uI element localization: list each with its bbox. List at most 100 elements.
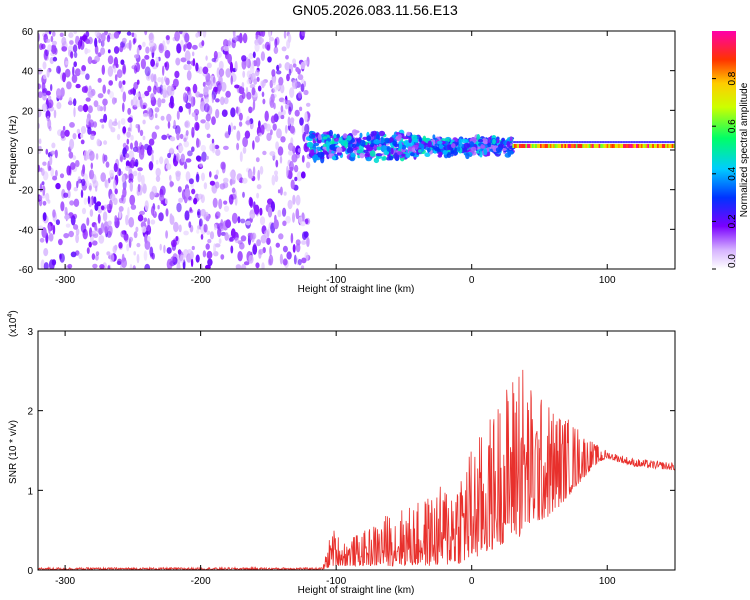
spectrogram-cell: [301, 155, 305, 163]
spectrogram-cell: [192, 83, 198, 94]
spectrogram-cell: [556, 141, 559, 144]
spectrogram-cell: [103, 113, 108, 123]
spectrogram-cell: [262, 98, 266, 105]
spectrogram-cell: [125, 165, 130, 171]
spectrogram-cell: [248, 196, 253, 207]
spectrogram-cell: [73, 224, 79, 230]
spectrogram-cell: [166, 247, 172, 254]
spectrogram-cell: [87, 91, 93, 98]
spectrogram-cell: [336, 147, 343, 153]
spectrogram-cell: [528, 144, 531, 148]
spectrogram-cell: [276, 64, 280, 71]
spectrogram-cell: [605, 141, 608, 144]
spectrogram-cell: [85, 180, 90, 187]
spectrogram-cell: [282, 220, 287, 227]
spectrogram-cell: [410, 152, 415, 157]
spectrogram-cell: [421, 148, 425, 152]
spectrogram-cell: [299, 117, 304, 126]
spectrogram-y-tick-label: 20: [22, 106, 34, 117]
spectrogram-cell: [183, 140, 190, 148]
spectrogram-cell: [613, 141, 616, 144]
spectrogram-cell: [245, 120, 252, 125]
spectrogram-cell: [129, 194, 136, 206]
spectrogram-cell: [167, 121, 171, 129]
spectrogram-cell: [205, 55, 208, 61]
spectrogram-cell: [73, 187, 78, 192]
spectrogram-cell: [118, 206, 124, 212]
spectrogram-cell: [42, 92, 47, 101]
spectrogram-cell: [153, 73, 157, 84]
spectrogram-cell: [214, 144, 220, 150]
spectrogram-cell: [234, 60, 238, 72]
spectrogram-cell: [111, 97, 117, 105]
spectrogram-cell: [151, 153, 154, 163]
spectrogram-cell: [554, 141, 557, 144]
spectrogram-cell: [186, 60, 191, 65]
spectrogram-cell: [525, 141, 528, 144]
spectrogram-cell: [229, 179, 236, 185]
spectrogram-cell: [93, 100, 99, 108]
spectrogram-cell: [136, 47, 140, 56]
spectrogram-cell: [161, 98, 166, 104]
snr-x-tick-label: -300: [55, 576, 75, 587]
spectrogram-cell: [247, 170, 254, 179]
spectrogram-cell: [125, 214, 129, 226]
spectrogram-cell: [631, 144, 634, 148]
spectrogram-cell: [144, 263, 151, 269]
spectrogram-cell: [570, 144, 574, 148]
spectrogram-cell: [203, 103, 210, 113]
spectrogram-cell: [303, 231, 309, 239]
spectrogram-cell: [515, 144, 518, 148]
spectrogram-cell: [269, 151, 276, 157]
spectrogram-cell: [191, 146, 195, 152]
spectrogram-y-ticks: -60 -40 -20 0 20 40 60: [19, 27, 675, 276]
spectrogram-cell: [206, 62, 212, 69]
spectrogram-cell: [274, 170, 278, 176]
spectrogram-cell: [104, 180, 108, 188]
spectrogram-cell: [185, 130, 189, 136]
spectrogram-cell: [165, 230, 169, 239]
spectrogram-cell: [254, 42, 260, 52]
spectrogram-cell: [80, 125, 87, 134]
spectrogram-cell: [268, 36, 275, 42]
spectrogram-cell: [295, 208, 300, 220]
spectrogram-cell: [106, 34, 111, 43]
spectrogram-cell: [201, 172, 205, 182]
spectrogram-cell: [91, 253, 96, 260]
spectrogram-cell: [215, 149, 221, 156]
spectrogram-cell: [595, 141, 598, 144]
spectrogram-cell: [270, 115, 276, 124]
spectrogram-cell: [59, 253, 62, 260]
spectrogram-cell: [136, 253, 140, 264]
spectrogram-cell: [96, 138, 101, 147]
spectrogram-cell: [257, 85, 262, 92]
spectrogram-cell: [46, 68, 50, 78]
spectrogram-cell: [159, 156, 164, 165]
spectrogram-cell: [223, 177, 229, 183]
spectrogram-cell: [442, 150, 448, 155]
spectrogram-cell: [671, 141, 674, 144]
spectrogram-cell: [522, 144, 525, 148]
spectrogram-cell: [100, 222, 105, 234]
spectrogram-cell: [285, 215, 291, 224]
spectrogram-cell: [165, 35, 170, 41]
spectrogram-cell: [271, 174, 276, 186]
spectrogram-cell: [577, 141, 580, 144]
spectrogram-cell: [230, 107, 236, 118]
spectrogram-cell: [100, 32, 106, 43]
spectrogram-cell: [102, 98, 108, 106]
snr-multiplier-close: ): [8, 310, 19, 313]
spectrogram-cell: [384, 137, 390, 144]
spectrogram-cell: [164, 198, 168, 205]
spectrogram-cell: [78, 253, 83, 260]
spectrogram-cell: [274, 174, 279, 183]
spectrogram-cell: [195, 155, 202, 162]
spectrogram-cell: [132, 38, 136, 45]
spectrogram-cell: [606, 144, 609, 148]
spectrogram-cell: [220, 81, 227, 92]
spectrogram-cell: [148, 138, 155, 146]
spectrogram-cell: [256, 239, 261, 247]
spectrogram-cell: [262, 150, 267, 156]
spectrogram-cell: [303, 80, 307, 87]
spectrogram-cell: [144, 54, 150, 60]
